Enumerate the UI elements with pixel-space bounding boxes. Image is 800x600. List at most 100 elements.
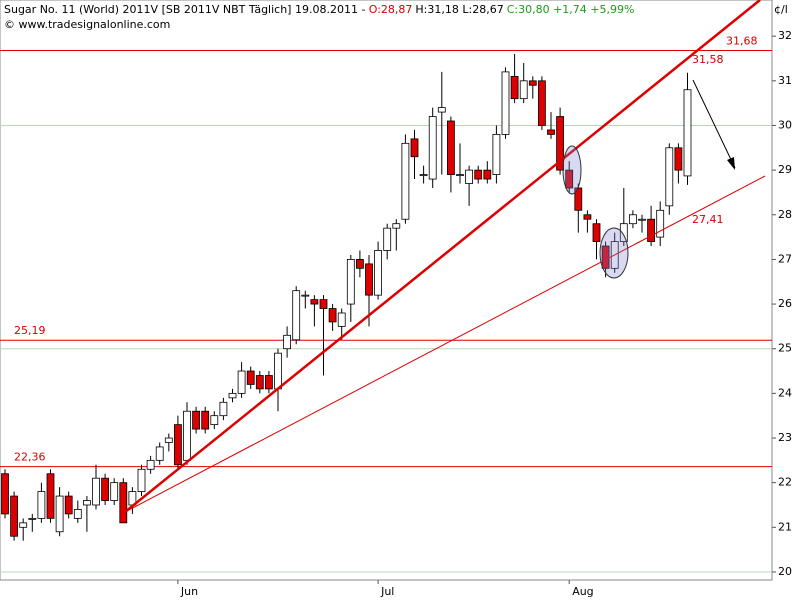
- candle-body: [1, 473, 9, 515]
- y-tick-label: 21: [778, 520, 792, 533]
- level-label: 25,19: [14, 324, 46, 337]
- candle-body: [501, 71, 510, 135]
- level-label: 22,36: [14, 451, 46, 464]
- candle-body: [92, 477, 100, 506]
- candle-body: [492, 133, 501, 175]
- x-tick-label: Jul: [380, 585, 394, 598]
- y-tick-label: 27: [778, 252, 792, 265]
- candle-body: [137, 468, 146, 492]
- candle-body: [583, 214, 592, 220]
- candle-body: [474, 169, 483, 180]
- candle-body: [246, 370, 255, 385]
- candle-body: [392, 223, 401, 229]
- candle-body: [383, 227, 392, 251]
- header: Sugar No. 11 (World) 2011V [SB 2011V NBT…: [4, 3, 634, 16]
- candle-body: [638, 218, 646, 221]
- candle-body: [683, 89, 692, 177]
- candle-body: [201, 410, 210, 430]
- candle-body: [538, 80, 546, 126]
- candle-body: [601, 245, 610, 269]
- candle-body: [465, 169, 474, 184]
- annotation: 27,41: [692, 213, 724, 226]
- y-tick-label: 20: [778, 565, 792, 578]
- candle-body: [629, 214, 637, 225]
- candle-body: [83, 500, 91, 506]
- candle-body: [237, 370, 246, 394]
- watermark: © www.tradesignalonline.com: [4, 18, 170, 31]
- highlight: [562, 145, 582, 195]
- y-tick-label: 22: [778, 476, 792, 489]
- candle-body: [446, 120, 455, 175]
- highlight: [599, 227, 629, 279]
- y-tick-label: 29: [778, 163, 792, 176]
- candle-body: [110, 482, 119, 501]
- y-tick-label: 32: [778, 29, 792, 42]
- header-open: O:28,87: [369, 3, 413, 16]
- header-high-low: H:31,18 L:28,67: [415, 3, 503, 16]
- x-tick-label: Jun: [180, 585, 198, 598]
- candle-body: [146, 459, 155, 470]
- header-close: C:30,80 +1,74 +5,99%: [507, 3, 635, 16]
- candle-body: [283, 334, 292, 350]
- candle-body: [355, 259, 364, 269]
- candle-body: [119, 482, 128, 524]
- y-tick-label: 31: [778, 74, 792, 87]
- candle-body: [483, 169, 492, 180]
- candle-body: [665, 147, 674, 207]
- candle-body: [456, 174, 464, 176]
- candle-body: [28, 517, 37, 520]
- candle-body: [37, 491, 46, 519]
- candle-body: [510, 75, 519, 100]
- candle-body: [419, 174, 428, 176]
- header-title: Sugar No. 11 (World) 2011V [SB 2011V NBT…: [4, 3, 366, 16]
- unit-label: ¢/l: [774, 3, 788, 16]
- candle-body: [337, 312, 346, 327]
- annotation: 31,58: [692, 53, 724, 66]
- candle-body: [46, 473, 55, 519]
- candle-body: [328, 308, 337, 323]
- candle-body: [73, 509, 82, 519]
- candle-body: [219, 401, 228, 417]
- candle-body: [674, 147, 683, 171]
- candle-body: [401, 142, 410, 220]
- candle-body: [274, 352, 282, 390]
- candle-body: [565, 169, 574, 189]
- plot-area: [0, 0, 773, 581]
- candle-body: [365, 263, 373, 296]
- candle-body: [64, 495, 73, 515]
- candle-body: [528, 80, 537, 86]
- arrow-head: [727, 157, 735, 170]
- y-tick-label: 30: [778, 118, 792, 131]
- candle-body: [519, 80, 528, 100]
- candle-body: [19, 522, 28, 528]
- candle-body: [292, 290, 301, 341]
- candle-body: [264, 375, 273, 390]
- candle-body: [428, 116, 437, 180]
- y-tick-label: 28: [778, 208, 792, 221]
- candle-body: [173, 424, 182, 466]
- candle-body: [374, 250, 383, 296]
- candle-body: [346, 259, 355, 305]
- candle-body: [619, 223, 628, 242]
- level-label: 31,68: [726, 34, 758, 47]
- candle-body: [310, 299, 319, 305]
- candle-body: [437, 107, 446, 113]
- candle-body: [547, 129, 555, 135]
- candle-body: [101, 477, 109, 501]
- candle-body: [255, 375, 264, 390]
- candle-body: [183, 410, 191, 461]
- arrow: [692, 79, 736, 169]
- candle-body: [10, 495, 19, 537]
- x-tick-label: Aug: [572, 585, 593, 598]
- candle-body: [228, 392, 237, 399]
- y-tick-label: 23: [778, 431, 792, 444]
- candle-body: [155, 446, 164, 461]
- candle-body: [301, 294, 310, 297]
- candle-body: [210, 415, 219, 426]
- candle-body: [556, 116, 564, 171]
- y-tick-label: 24: [778, 386, 792, 399]
- trend-line: [124, 175, 766, 513]
- candle-body: [647, 218, 655, 242]
- candle-body: [164, 437, 173, 443]
